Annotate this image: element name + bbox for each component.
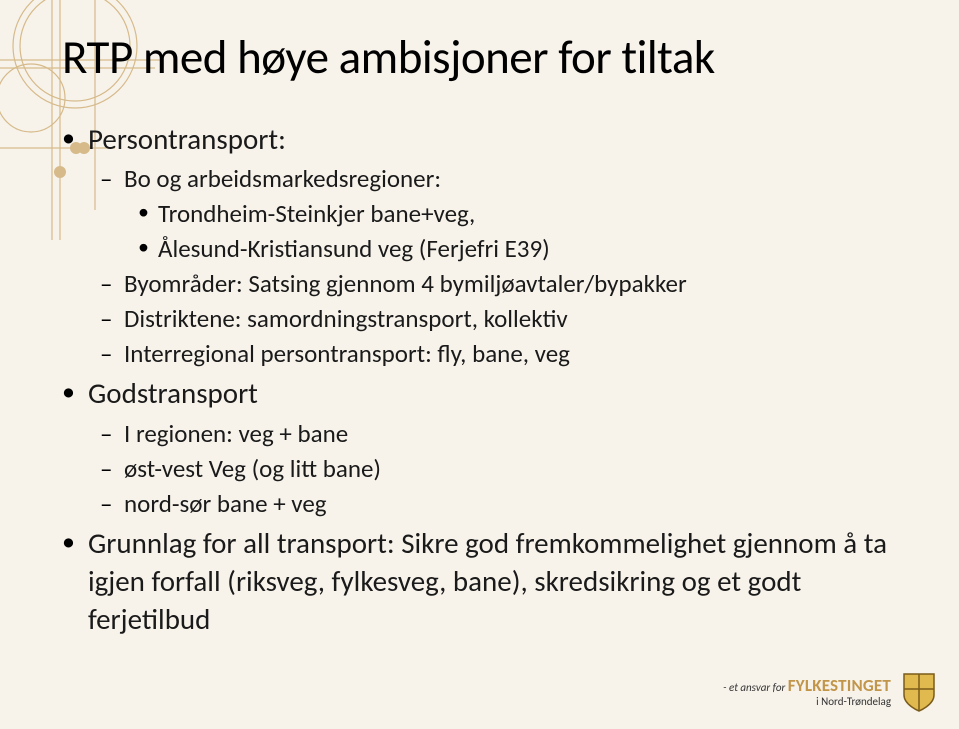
footer-suffix: i Nord-Trøndelag [816, 696, 891, 708]
list-item-label: øst-vest Veg (og litt bane) [124, 453, 381, 484]
list-item: øst-vest Veg (og litt bane) [88, 452, 899, 485]
list-item-label: I regionen: veg + bane [124, 418, 348, 449]
list-item-label: Byområder: Satsing gjennom 4 bymiljøavta… [124, 268, 687, 299]
footer-brand: FYLKESTINGET [788, 675, 891, 696]
slide-content: RTP med høye ambisjoner for tiltak Perso… [62, 28, 899, 642]
list-item: Distriktene: samordningstransport, kolle… [88, 302, 899, 335]
list-item: Grunnlag for all transport: Sikre god fr… [62, 524, 899, 639]
list-item-label: Godstransport [88, 375, 258, 411]
footer-text: - et ansvar for FYLKESTINGET i Nord-Trøn… [723, 677, 891, 707]
list-item: nord-sør bane + veg [88, 487, 899, 520]
list-item-label: Grunnlag for all transport: Sikre god fr… [88, 525, 887, 638]
bullet-list: Persontransport: Bo og arbeidsmarkedsreg… [62, 120, 899, 638]
list-item: Trondheim-Steinkjer bane+veg, [124, 197, 899, 230]
list-item: Interregional persontransport: fly, bane… [88, 337, 899, 370]
list-item: Ålesund-Kristiansund veg (Ferjefri E39) [124, 232, 899, 265]
list-item: Godstransport I regionen: veg + bane øst… [62, 374, 899, 519]
list-item: Byområder: Satsing gjennom 4 bymiljøavta… [88, 267, 899, 300]
list-item: I regionen: veg + bane [88, 417, 899, 450]
list-item: Persontransport: Bo og arbeidsmarkedsreg… [62, 120, 899, 370]
list-item-label: Interregional persontransport: fly, bane… [124, 338, 570, 369]
list-item-label: nord-sør bane + veg [124, 488, 327, 519]
slide-title: RTP med høye ambisjoner for tiltak [62, 28, 899, 86]
list-item-label: Distriktene: samordningstransport, kolle… [124, 303, 568, 334]
list-item: Bo og arbeidsmarkedsregioner: Trondheim-… [88, 162, 899, 265]
footer-prefix: - et ansvar for [723, 681, 788, 694]
footer-logo: - et ansvar for FYLKESTINGET i Nord-Trøn… [723, 671, 937, 713]
list-item-label: Ålesund-Kristiansund veg (Ferjefri E39) [158, 233, 550, 264]
shield-icon [901, 671, 937, 713]
list-item-label: Bo og arbeidsmarkedsregioner: [124, 163, 441, 194]
list-item-label: Trondheim-Steinkjer bane+veg, [158, 198, 475, 229]
list-item-label: Persontransport: [88, 121, 286, 157]
